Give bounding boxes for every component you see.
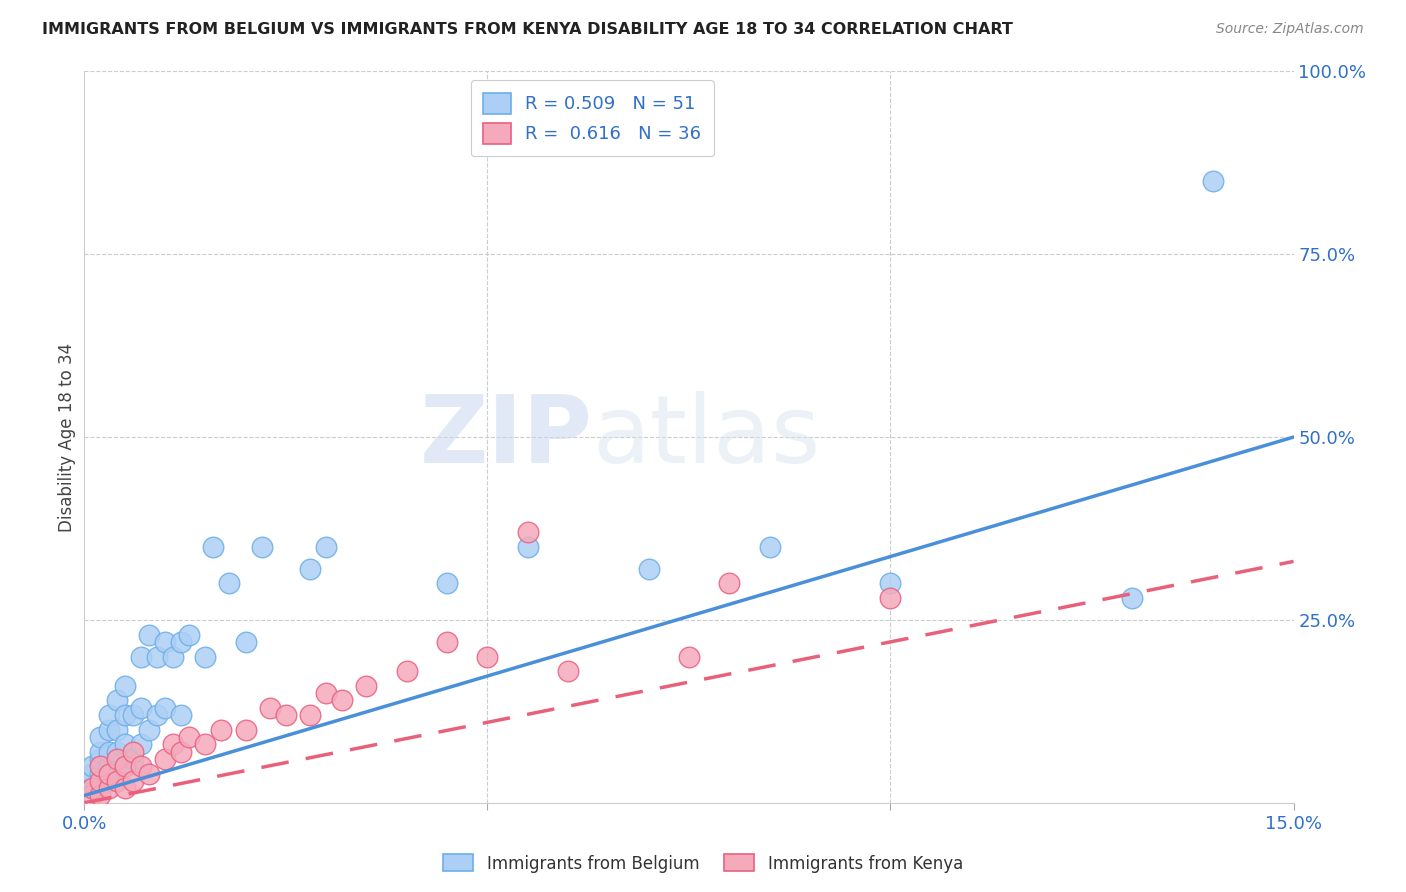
Point — [129, 759, 152, 773]
Point — [153, 700, 176, 714]
Point — [395, 664, 418, 678]
Point — [82, 773, 104, 788]
Point — [170, 708, 193, 723]
Point — [129, 737, 152, 751]
Point — [89, 773, 111, 788]
Point — [235, 723, 257, 737]
Point — [153, 635, 176, 649]
Point — [121, 745, 143, 759]
Point — [170, 745, 193, 759]
Point — [121, 773, 143, 788]
Point — [97, 773, 120, 788]
Point — [194, 649, 217, 664]
Text: ZIP: ZIP — [419, 391, 592, 483]
Point — [121, 708, 143, 723]
Point — [218, 576, 240, 591]
Point — [235, 635, 257, 649]
Point — [89, 781, 111, 796]
Point — [114, 737, 136, 751]
Point — [315, 540, 337, 554]
Point — [637, 562, 659, 576]
Point — [89, 730, 111, 744]
Point — [146, 708, 169, 723]
Point — [1202, 174, 1225, 188]
Point — [105, 723, 128, 737]
Point — [138, 627, 160, 641]
Point — [274, 708, 297, 723]
Point — [114, 679, 136, 693]
Point — [114, 759, 136, 773]
Point — [89, 789, 111, 803]
Point — [879, 591, 901, 605]
Point — [129, 649, 152, 664]
Point — [114, 759, 136, 773]
Point — [89, 766, 111, 780]
Legend: R = 0.509   N = 51, R =  0.616   N = 36: R = 0.509 N = 51, R = 0.616 N = 36 — [471, 80, 714, 156]
Point — [516, 540, 538, 554]
Point — [138, 723, 160, 737]
Point — [105, 773, 128, 788]
Point — [89, 752, 111, 766]
Text: atlas: atlas — [592, 391, 821, 483]
Point — [250, 540, 273, 554]
Point — [105, 766, 128, 780]
Point — [209, 723, 232, 737]
Point — [82, 789, 104, 803]
Point — [162, 649, 184, 664]
Y-axis label: Disability Age 18 to 34: Disability Age 18 to 34 — [58, 343, 76, 532]
Point — [330, 693, 353, 707]
Point — [477, 649, 499, 664]
Point — [179, 730, 201, 744]
Point — [194, 737, 217, 751]
Text: IMMIGRANTS FROM BELGIUM VS IMMIGRANTS FROM KENYA DISABILITY AGE 18 TO 34 CORRELA: IMMIGRANTS FROM BELGIUM VS IMMIGRANTS FR… — [42, 22, 1014, 37]
Point — [436, 576, 458, 591]
Point — [170, 635, 193, 649]
Point — [299, 562, 322, 576]
Point — [146, 649, 169, 664]
Point — [105, 693, 128, 707]
Point — [97, 759, 120, 773]
Point — [1121, 591, 1143, 605]
Point — [718, 576, 741, 591]
Point — [436, 635, 458, 649]
Point — [299, 708, 322, 723]
Legend: Immigrants from Belgium, Immigrants from Kenya: Immigrants from Belgium, Immigrants from… — [436, 847, 970, 880]
Point — [82, 781, 104, 796]
Point — [315, 686, 337, 700]
Point — [678, 649, 700, 664]
Point — [97, 745, 120, 759]
Text: Source: ZipAtlas.com: Source: ZipAtlas.com — [1216, 22, 1364, 37]
Point — [82, 781, 104, 796]
Point — [89, 745, 111, 759]
Point — [97, 781, 120, 796]
Point — [879, 576, 901, 591]
Point — [758, 540, 780, 554]
Point — [557, 664, 579, 678]
Point — [356, 679, 378, 693]
Point — [202, 540, 225, 554]
Point — [82, 766, 104, 780]
Point — [516, 525, 538, 540]
Point — [114, 781, 136, 796]
Point — [105, 745, 128, 759]
Point — [153, 752, 176, 766]
Point — [138, 766, 160, 780]
Point — [114, 708, 136, 723]
Point — [97, 708, 120, 723]
Point — [129, 700, 152, 714]
Point — [121, 752, 143, 766]
Point — [179, 627, 201, 641]
Point — [105, 752, 128, 766]
Point — [162, 737, 184, 751]
Point — [259, 700, 281, 714]
Point — [97, 766, 120, 780]
Point — [82, 759, 104, 773]
Point — [97, 723, 120, 737]
Point — [89, 759, 111, 773]
